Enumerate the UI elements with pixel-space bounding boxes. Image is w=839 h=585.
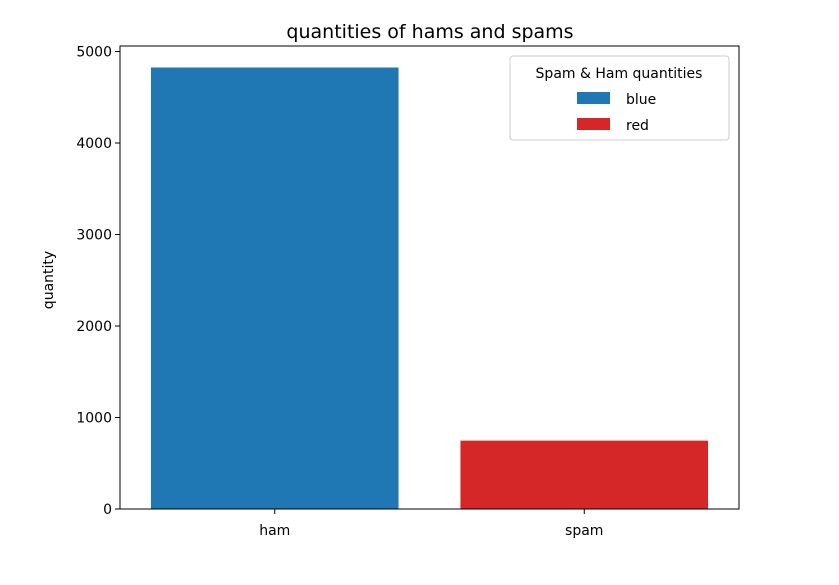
y-tick-label: 1000 <box>76 410 112 426</box>
bars-group <box>150 67 709 509</box>
legend-entries: blue red <box>577 92 656 134</box>
y-tick-label: 0 <box>103 502 112 518</box>
chart-title: quantities of hams and spams <box>286 21 573 43</box>
y-tick-label: 4000 <box>76 136 112 152</box>
y-tick-label: 5000 <box>76 44 112 60</box>
bar-spam <box>460 440 709 509</box>
legend-swatch-red <box>577 118 610 130</box>
y-tick-label: 2000 <box>76 319 112 335</box>
legend: Spam & Ham quantities blue red <box>509 55 730 141</box>
legend-swatch-blue <box>577 92 610 104</box>
y-axis-label: quantity <box>41 251 57 309</box>
x-tick-label-ham: ham <box>259 523 290 539</box>
x-axis-ticks: ham spam <box>259 509 603 539</box>
x-tick-label-spam: spam <box>565 523 603 539</box>
legend-label-red: red <box>626 118 649 134</box>
bar-ham <box>150 67 399 509</box>
legend-box <box>509 55 730 141</box>
plot-frame <box>119 45 740 510</box>
legend-label-blue: blue <box>626 92 656 108</box>
y-tick-label: 3000 <box>76 227 112 243</box>
legend-title: Spam & Ham quantities <box>536 66 703 82</box>
y-axis-ticks: 0 1000 2000 3000 4000 5000 <box>76 44 120 518</box>
